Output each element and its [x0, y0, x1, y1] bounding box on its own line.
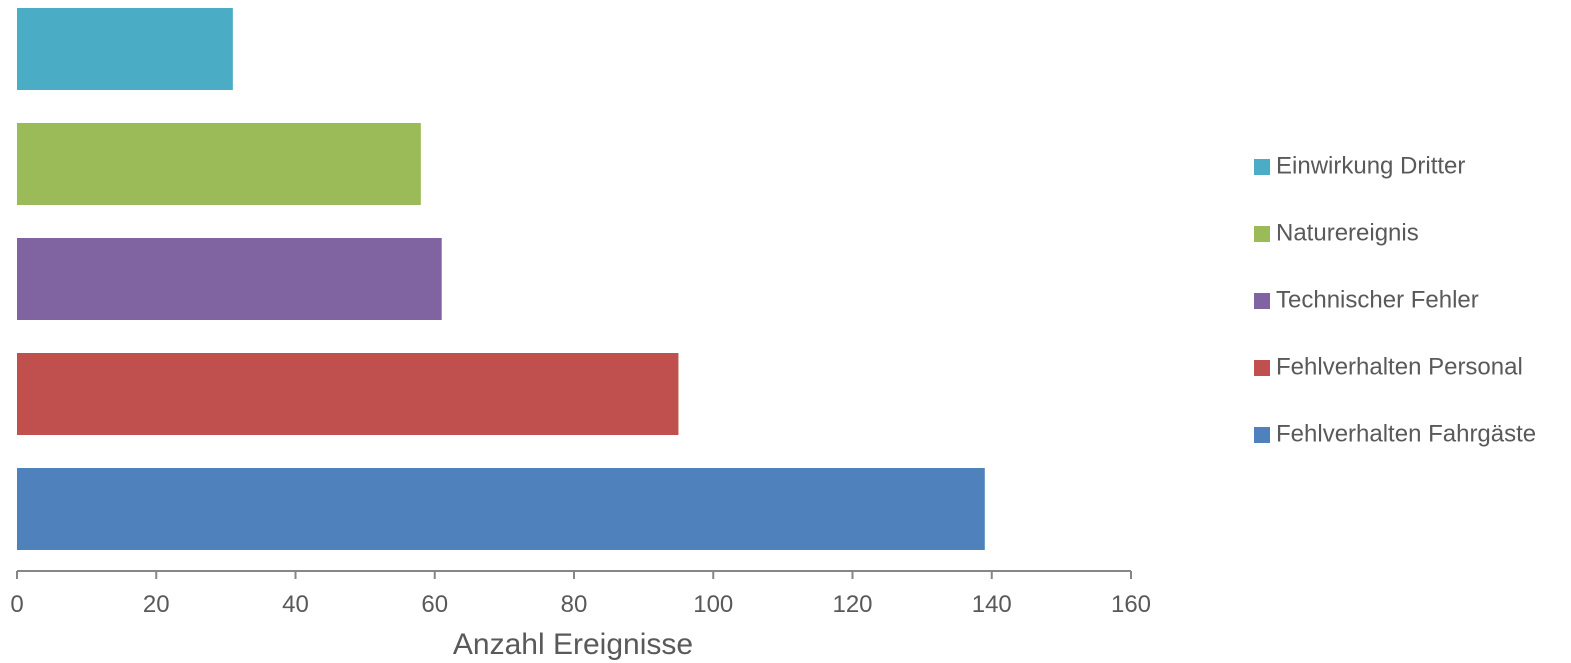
legend-label: Naturereignis: [1276, 219, 1419, 246]
x-axis-title: Anzahl Ereignisse: [453, 628, 693, 661]
x-tick-label: 160: [1111, 591, 1151, 618]
x-tick-label: 40: [282, 591, 309, 618]
legend-label: Fehlverhalten Fahrgäste: [1276, 420, 1536, 447]
x-tick-label: 100: [693, 591, 733, 618]
bar-naturereignis: [17, 123, 421, 205]
x-tick-label: 120: [832, 591, 872, 618]
legend-swatch: [1254, 293, 1270, 309]
x-tick-label: 140: [972, 591, 1012, 618]
bar-fehlverhalten-personal: [17, 353, 679, 435]
bar-technischer-fehler: [17, 238, 442, 320]
legend-swatch: [1254, 360, 1270, 376]
legend-swatch: [1254, 427, 1270, 443]
bars-group: [17, 8, 985, 550]
legend-label: Einwirkung Dritter: [1276, 152, 1465, 179]
x-axis: 0 20 40 60 80 100 120 140 160: [10, 570, 1151, 618]
bar-einwirkung-dritter: [17, 8, 233, 90]
legend-label: Technischer Fehler: [1276, 286, 1479, 313]
legend-swatch: [1254, 159, 1270, 175]
x-tick-label: 20: [143, 591, 170, 618]
x-tick-label: 0: [10, 591, 23, 618]
legend: Einwirkung Dritter Naturereignis Technisch…: [1254, 152, 1536, 447]
x-tick-label: 80: [561, 591, 588, 618]
bar-fehlverhalten-fahrg-ste: [17, 468, 985, 550]
x-tick-label: 60: [421, 591, 448, 618]
legend-swatch: [1254, 226, 1270, 242]
legend-label: Fehlverhalten Personal: [1276, 353, 1523, 380]
